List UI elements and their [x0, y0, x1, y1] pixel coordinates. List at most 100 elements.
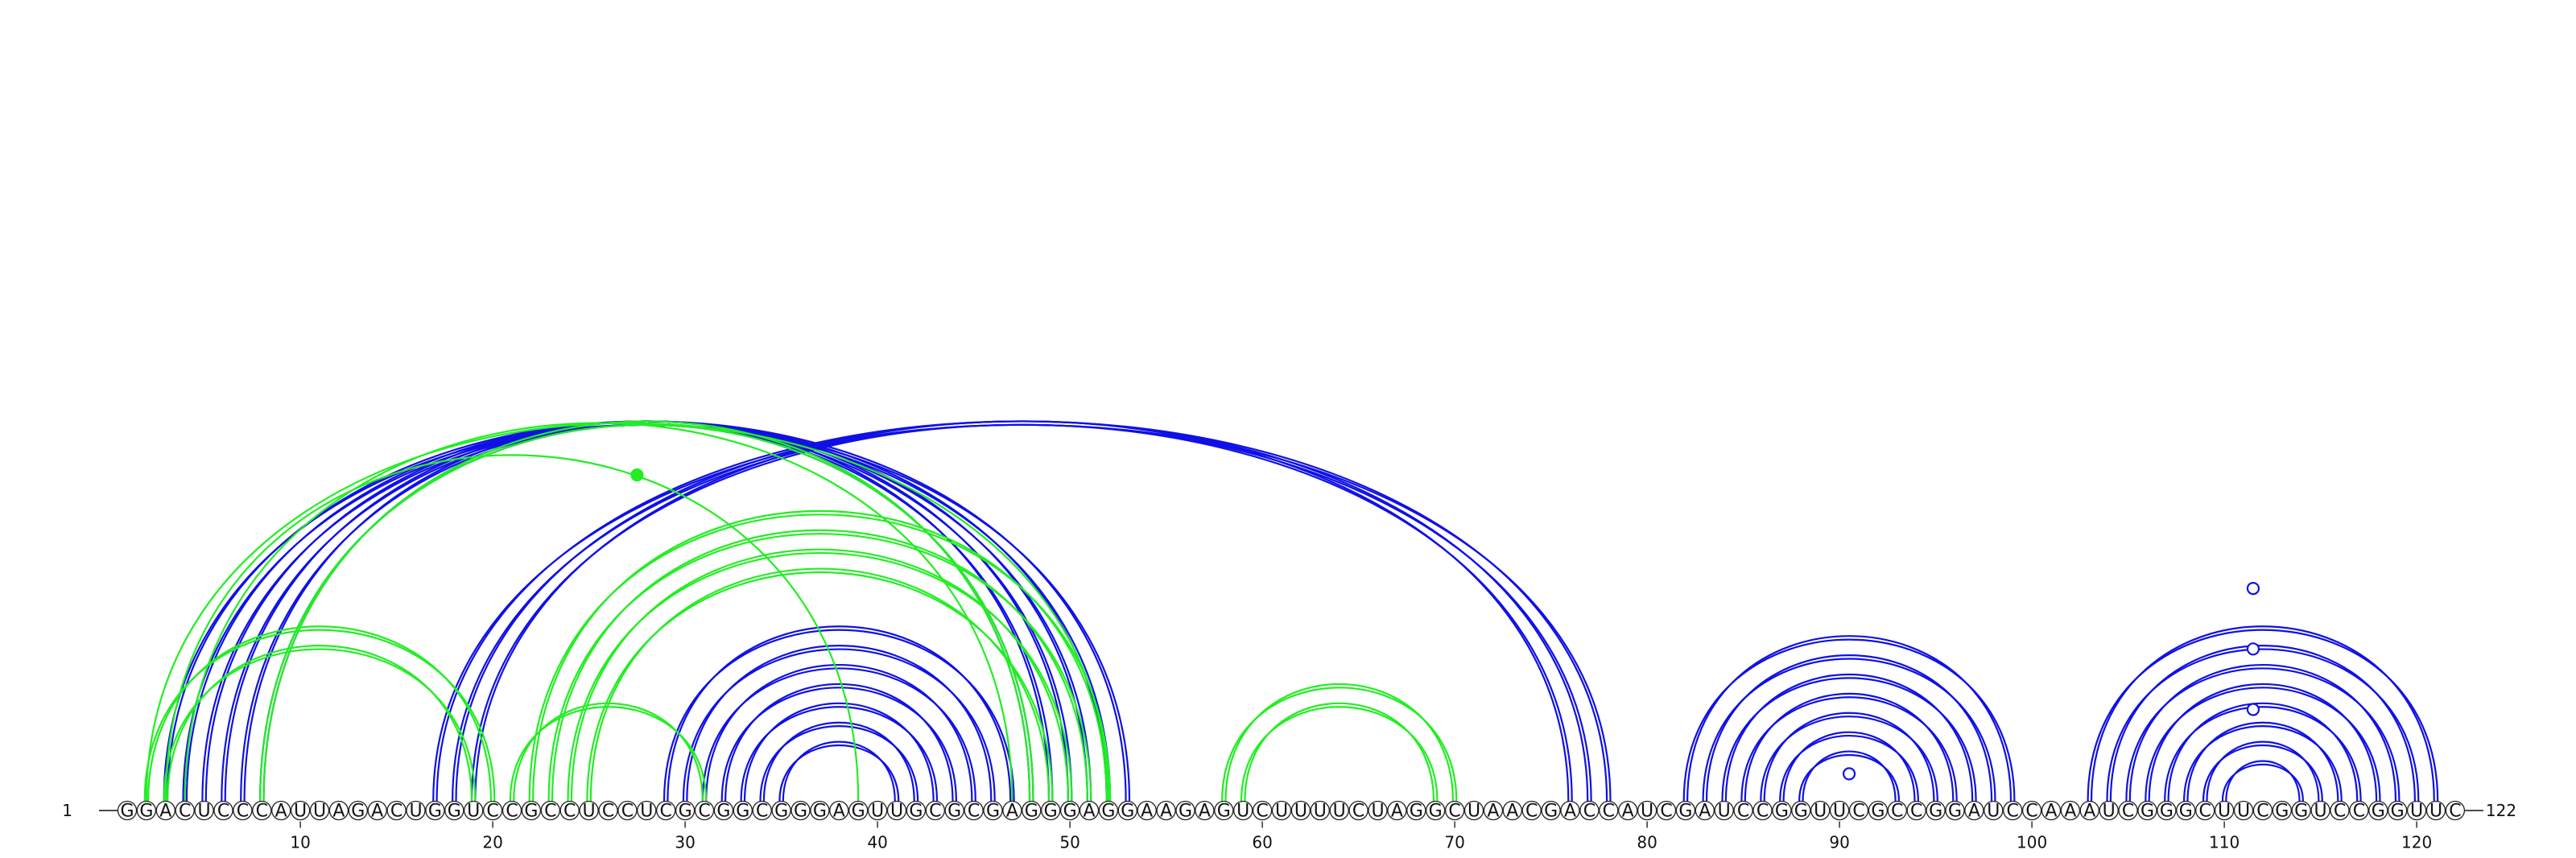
svg-text:G: G	[1410, 802, 1423, 822]
svg-text:A: A	[1199, 802, 1211, 822]
svg-text:U: U	[1833, 802, 1846, 822]
nucleotide: G	[425, 800, 445, 822]
nucleotide: A	[829, 800, 849, 822]
svg-text:U: U	[2237, 802, 2250, 822]
base-pair-arc	[1721, 677, 1977, 802]
position-axis: 10 20 30 40 50 60 70 80 90 100 110 120	[290, 821, 2432, 852]
nucleotide: G	[944, 800, 964, 822]
svg-text:C: C	[2449, 802, 2461, 822]
svg-text:A: A	[159, 802, 171, 822]
svg-text:C: C	[217, 802, 229, 822]
svg-text:C: C	[621, 802, 634, 822]
nucleotide: A	[328, 800, 349, 822]
svg-text:U: U	[313, 802, 326, 822]
nucleotide: A	[155, 800, 175, 822]
base-pair-arc	[2167, 702, 2359, 802]
base-pair-arc	[551, 529, 1088, 802]
nucleotide: U	[464, 800, 484, 822]
svg-text:A: A	[1487, 802, 1499, 822]
nucleotide: G	[2137, 800, 2157, 822]
svg-text:C: C	[698, 802, 710, 822]
svg-text:U: U	[1468, 802, 1480, 822]
base-pair-arc	[185, 420, 1108, 802]
nucleotide: G	[848, 800, 869, 822]
svg-text:G: G	[1121, 802, 1134, 822]
svg-text:G: G	[139, 802, 153, 822]
svg-text:G: G	[1429, 802, 1443, 822]
base-pair-arc	[2186, 721, 2339, 802]
nucleotide: C	[1444, 800, 1465, 822]
nucleotide: C	[1599, 800, 1619, 822]
svg-text:U: U	[198, 802, 211, 822]
svg-text:G: G	[909, 802, 923, 822]
nucleotide: U	[579, 800, 599, 822]
nucleotide: U	[194, 800, 214, 822]
svg-text:U: U	[1371, 802, 1384, 822]
base-pair-arc	[667, 625, 1012, 802]
base-pair-arc	[686, 645, 993, 802]
tick-label: 70	[1444, 833, 1464, 852]
tick-label: 100	[2017, 833, 2047, 852]
svg-text:C: C	[1757, 802, 1769, 822]
nucleotide: G	[2272, 800, 2292, 822]
svg-text:G: G	[524, 802, 538, 822]
base-pair-arc	[2225, 760, 2301, 802]
nucleotide: G	[1945, 800, 1965, 822]
base-pair-arc	[532, 510, 1108, 802]
svg-text:U: U	[2103, 802, 2116, 822]
base-pair-arc	[474, 420, 1570, 802]
arc-marker	[2246, 642, 2260, 656]
svg-text:U: U	[2218, 802, 2231, 822]
arc-marker	[630, 468, 644, 482]
nucleotide: U	[1984, 800, 2004, 822]
nucleotide: U	[406, 800, 426, 822]
nucleotide: C	[1887, 800, 1907, 822]
nucleotide: G	[1675, 800, 1696, 822]
base-pair-arc	[1798, 754, 1901, 802]
nucleotide: G	[1059, 800, 1080, 822]
nucleotide: A	[2041, 800, 2062, 822]
nucleotide: C	[752, 800, 772, 822]
nucleotide: G	[1041, 800, 1061, 822]
nucleotide: A	[1964, 800, 1984, 822]
svg-text:A: A	[1006, 802, 1018, 822]
svg-text:U: U	[1333, 802, 1346, 822]
svg-text:C: C	[1352, 802, 1364, 822]
nucleotide: G	[136, 800, 157, 822]
svg-text:G: G	[813, 802, 827, 822]
svg-text:A: A	[1622, 802, 1634, 822]
nucleotide: G	[810, 800, 830, 822]
nucleotide: G	[2368, 800, 2388, 822]
nucleotide: G	[117, 800, 138, 822]
svg-text:G: G	[120, 802, 134, 822]
svg-text:U: U	[294, 802, 307, 822]
tick-label: 10	[290, 833, 310, 852]
base-pair-arcs	[143, 420, 2439, 802]
nucleotide: U	[1368, 800, 1388, 822]
svg-text:G: G	[2179, 802, 2193, 822]
svg-text:A: A	[1968, 802, 1980, 822]
arc-markers	[630, 468, 2260, 781]
svg-text:C: C	[1448, 802, 1460, 822]
svg-text:U: U	[2314, 802, 2327, 822]
svg-text:G: G	[2372, 802, 2385, 822]
svg-text:G: G	[1929, 802, 1942, 822]
svg-text:G: G	[448, 802, 461, 822]
nucleotide: C	[2330, 800, 2350, 822]
svg-text:U: U	[1314, 802, 1327, 822]
svg-text:G: G	[986, 802, 1000, 822]
nucleotide: U	[1714, 800, 1734, 822]
svg-text:A: A	[1141, 802, 1153, 822]
nucleotide: G	[2157, 800, 2177, 822]
svg-text:U: U	[1641, 802, 1653, 822]
nucleotide: C	[598, 800, 618, 822]
svg-text:G: G	[1794, 802, 1808, 822]
base-pair-arc	[782, 740, 896, 802]
base-pair-arc	[2128, 663, 2397, 802]
base-pair-arc	[1802, 750, 1897, 802]
svg-text:C: C	[544, 802, 556, 822]
nucleotide: U	[1310, 800, 1330, 822]
nucleotide: G	[713, 800, 734, 822]
